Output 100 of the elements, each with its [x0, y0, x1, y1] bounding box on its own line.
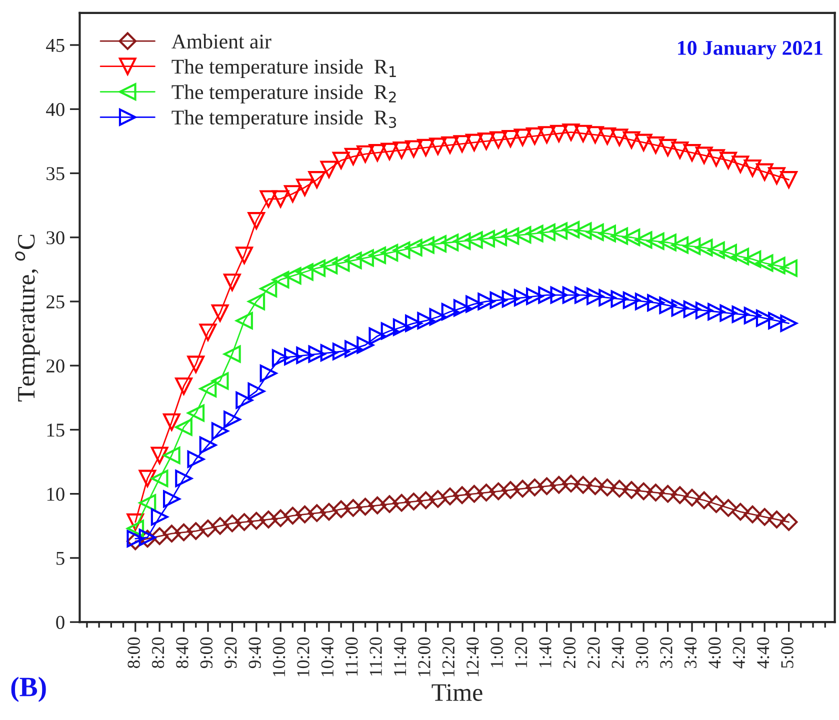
point [732, 248, 750, 266]
point [514, 288, 532, 306]
point [284, 348, 302, 366]
point [392, 141, 410, 159]
point [453, 486, 471, 504]
point [502, 290, 520, 308]
point [344, 499, 362, 517]
point [671, 141, 689, 159]
point [429, 138, 447, 156]
point [138, 470, 156, 488]
x-tick-label: 9:20 [224, 637, 237, 668]
point [538, 286, 556, 304]
point [780, 170, 798, 188]
point [647, 136, 664, 154]
point [453, 135, 471, 152]
point [598, 288, 616, 306]
point [610, 290, 628, 308]
point [236, 312, 253, 330]
point [634, 482, 653, 500]
point [405, 140, 422, 158]
point [320, 256, 338, 274]
y-tick-label: 20 [46, 359, 64, 373]
legend-label: Ambient air [172, 34, 272, 49]
point [598, 224, 616, 242]
point [392, 318, 410, 336]
point [392, 242, 410, 259]
point [659, 138, 676, 156]
point [368, 246, 386, 264]
point [719, 499, 738, 517]
point [538, 126, 556, 144]
point [683, 488, 701, 507]
point [744, 505, 762, 524]
point [356, 336, 374, 354]
point [671, 236, 689, 254]
point [768, 167, 786, 185]
point [514, 226, 532, 244]
point [550, 286, 568, 304]
point [562, 286, 580, 304]
point [248, 382, 266, 400]
point [514, 480, 532, 498]
point [417, 312, 434, 330]
point [187, 356, 205, 374]
point [429, 308, 447, 326]
point [296, 346, 314, 364]
point [780, 314, 798, 332]
point [175, 377, 192, 395]
point [683, 144, 701, 162]
point [502, 481, 520, 499]
point [236, 392, 253, 409]
point [562, 474, 580, 492]
point [756, 163, 774, 181]
y-tick-label: 40 [46, 102, 64, 116]
point [490, 292, 508, 309]
point [126, 532, 144, 550]
x-tick-label: 1:40 [539, 637, 552, 668]
point [211, 517, 229, 535]
point [550, 476, 568, 494]
point [248, 292, 266, 310]
x-tick-label: 10:00 [272, 637, 286, 676]
point [284, 267, 302, 285]
point [272, 190, 290, 208]
point [150, 446, 168, 464]
point [320, 160, 338, 178]
point [126, 520, 144, 538]
point [272, 271, 290, 288]
point [502, 227, 520, 245]
point [744, 159, 762, 177]
point [574, 124, 592, 142]
point [320, 344, 338, 362]
point [622, 228, 640, 246]
point [260, 190, 278, 208]
point [610, 227, 628, 245]
legend-label: The temperature inside R$_{3}$ [172, 110, 396, 129]
point [441, 303, 459, 320]
point [344, 252, 362, 270]
point [671, 486, 689, 504]
point [199, 380, 217, 398]
x-tick-label: 5:00 [781, 637, 794, 668]
x-tick-label: 12:40 [466, 637, 479, 676]
point [466, 295, 483, 313]
point [380, 322, 398, 340]
point [465, 484, 484, 503]
point [453, 299, 471, 317]
x-tick-label: 12:20 [442, 637, 455, 676]
point [272, 349, 290, 367]
x-tick-label: 4:20 [732, 637, 746, 668]
point [187, 404, 205, 422]
point [658, 484, 677, 503]
point [332, 152, 350, 170]
point [768, 312, 786, 330]
point [308, 259, 326, 277]
legend-label: The temperature inside R$_{2}$ [172, 84, 396, 104]
point [356, 498, 374, 516]
point [720, 304, 737, 322]
point [211, 372, 229, 390]
point [126, 513, 144, 531]
point [744, 250, 762, 268]
point [514, 128, 532, 146]
point [586, 126, 604, 144]
y-tick-label: 10 [47, 488, 64, 501]
